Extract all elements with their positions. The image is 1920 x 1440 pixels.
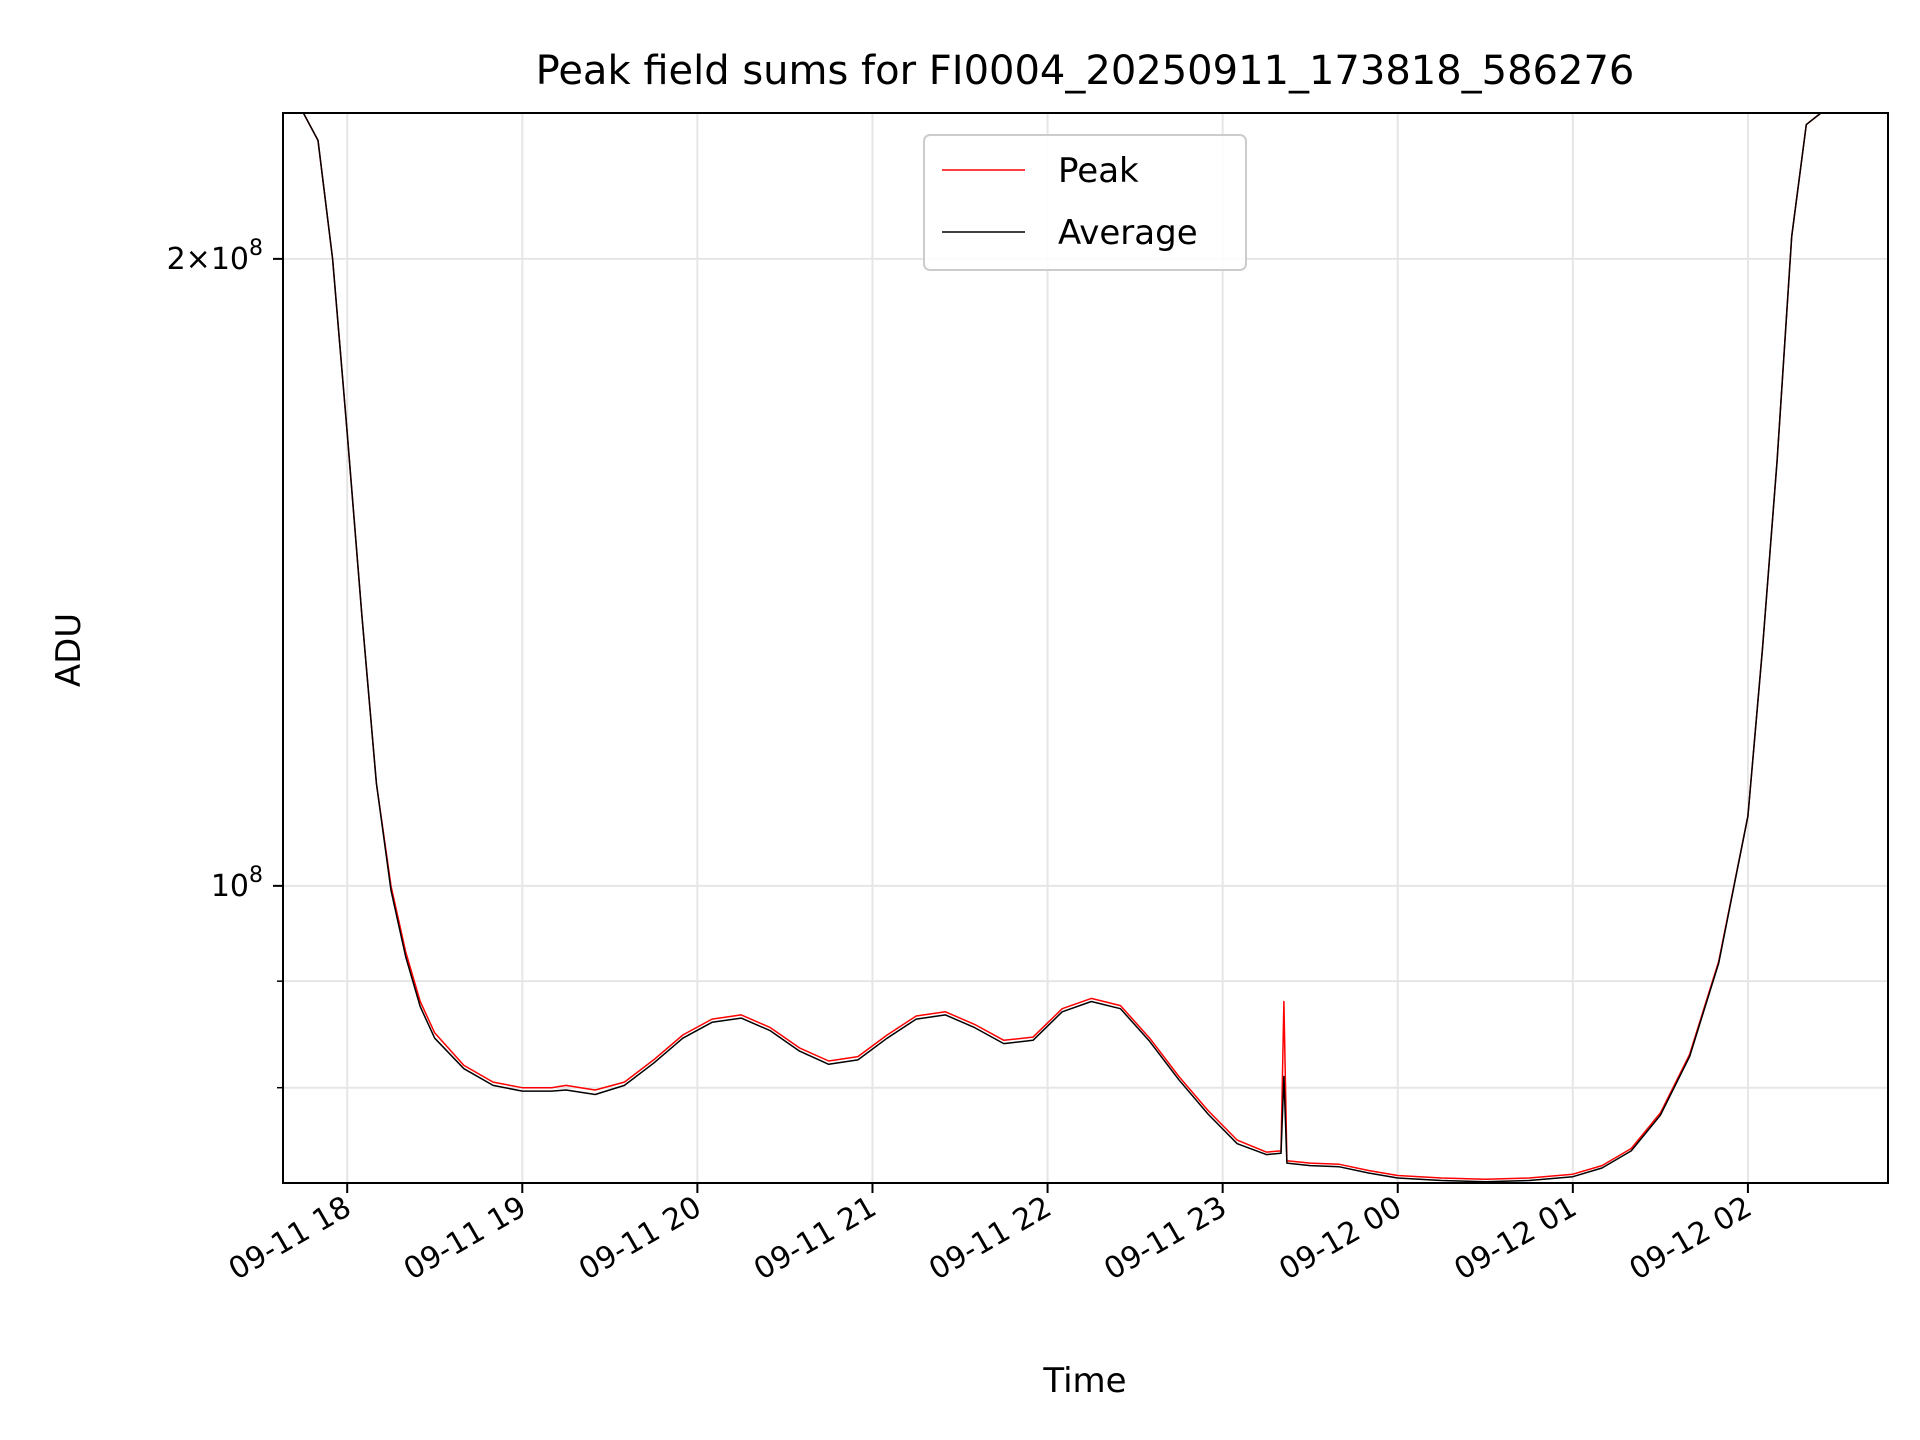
chart-title: Peak field sums for FI0004_20250911_1738… — [536, 48, 1635, 94]
series-line-peak — [283, 112, 1836, 1180]
y-tick-label: 108 — [211, 863, 263, 904]
legend-label-peak: Peak — [1058, 151, 1139, 191]
series-lines — [283, 112, 1836, 1183]
legend-box — [923, 134, 1247, 271]
y-axis-label: ADU — [49, 613, 89, 687]
plot-area-frame — [282, 112, 1889, 1184]
y-tick-label: 2×108 — [167, 236, 263, 277]
y-axis: 108 2×108 — [167, 236, 283, 1089]
legend-label-average: Average — [1058, 213, 1198, 253]
series-line-average — [283, 112, 1836, 1183]
x-axis-label: Time — [1042, 1361, 1126, 1401]
legend: Peak Average — [923, 134, 1247, 271]
